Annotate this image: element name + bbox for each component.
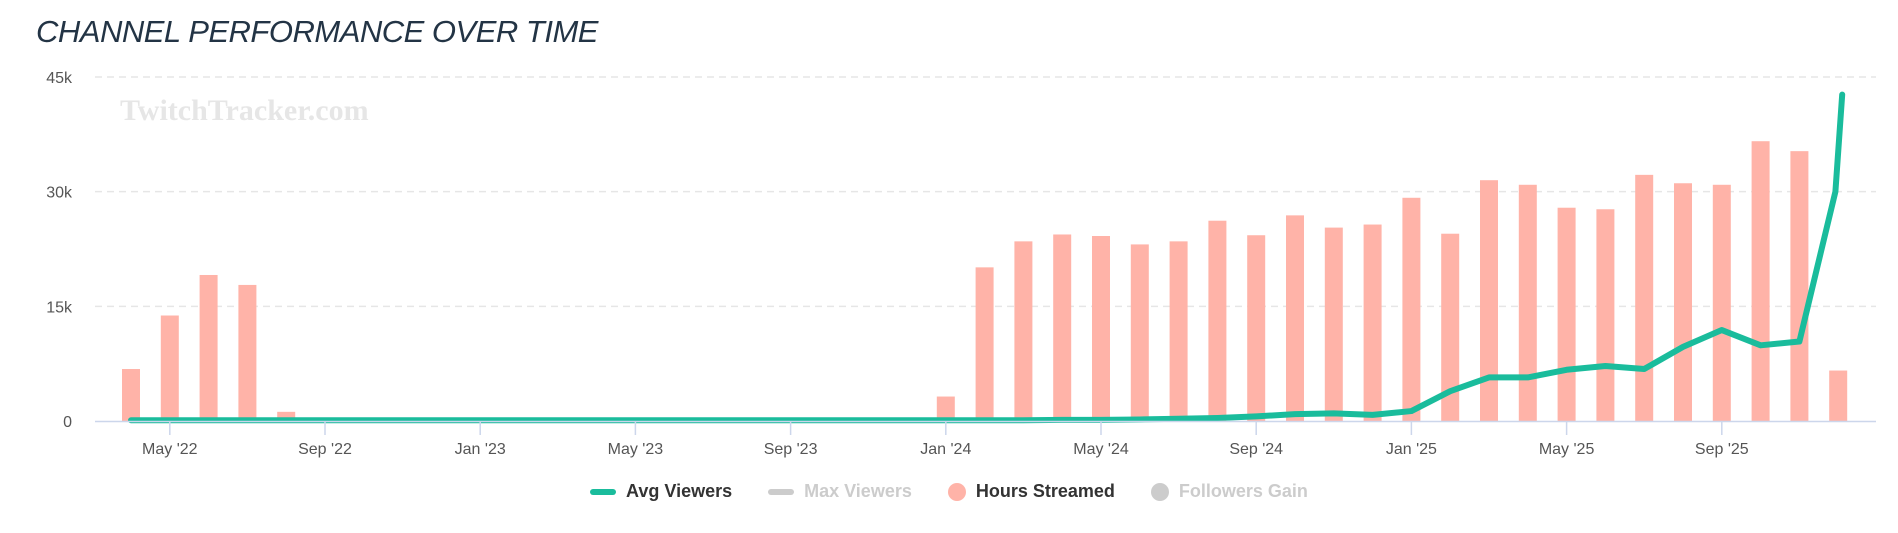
bar-hours-streamed (1247, 235, 1266, 421)
x-tick-label: May '23 (608, 441, 664, 458)
bar-hours-streamed (1130, 244, 1149, 421)
bar-hours-streamed (1790, 151, 1809, 421)
x-tick-label: Jan '23 (455, 441, 506, 458)
legend-circle-icon (947, 482, 966, 501)
line-avg-viewers (128, 91, 1846, 424)
x-tick-label: Sep '24 (1229, 441, 1283, 458)
bar-hours-streamed (1286, 215, 1304, 421)
bar-hours-streamed (1324, 227, 1343, 421)
bar-hours-streamed (1014, 241, 1033, 421)
x-tick-label: May '22 (142, 441, 198, 458)
legend-line-icon (590, 488, 617, 495)
watermark: TwitchTracker.com (120, 94, 369, 127)
bar-hours-streamed (1363, 224, 1382, 421)
bar-hours-streamed (1674, 183, 1692, 421)
bar-hours-streamed (1092, 236, 1110, 421)
x-tick-label: May '24 (1073, 441, 1129, 458)
legend-label: Followers Gain (1178, 481, 1308, 501)
x-tick-label: Sep '25 (1695, 441, 1749, 458)
bar-hours-streamed (975, 267, 994, 421)
legend-item-avg-viewers[interactable]: Avg Viewers (590, 481, 732, 502)
bar-hours-streamed (122, 369, 140, 421)
bar-hours-streamed (1712, 184, 1731, 421)
bar-hours-streamed (1518, 184, 1537, 421)
legend-label: Hours Streamed (975, 481, 1115, 501)
bar-hours-streamed (1402, 197, 1421, 421)
bar-hours-streamed (1441, 233, 1460, 421)
bar-hours-streamed (1751, 141, 1770, 422)
x-tick-label: Sep '23 (764, 441, 818, 458)
bar-hours-streamed (1480, 180, 1498, 421)
x-tick-label: May '25 (1539, 441, 1595, 458)
legend-label: Max Viewers (804, 481, 912, 501)
bar-hours-streamed (277, 411, 296, 421)
legend-line-icon (768, 488, 795, 495)
bar-hours-streamed (936, 396, 955, 421)
x-tick-label: Sep '22 (298, 441, 352, 458)
bar-hours-streamed (1635, 174, 1654, 421)
legend: Avg Viewers Max Viewers Hours Streamed Foll… (0, 481, 1898, 502)
bar-hours-streamed (1053, 234, 1072, 421)
bar-hours-streamed (238, 284, 257, 421)
y-tick-label: 0 (63, 414, 72, 431)
bar-hours-streamed (1829, 370, 1848, 421)
y-tick-label: 30k (46, 185, 73, 202)
x-tick-label: Jan '25 (1386, 441, 1437, 458)
chart-title: CHANNEL PERFORMANCE OVER TIME (36, 14, 598, 49)
legend-item-max-viewers[interactable]: Max Viewers (768, 481, 912, 502)
x-tick-label: Jan '24 (920, 441, 971, 458)
bar-hours-streamed (1208, 220, 1227, 421)
legend-circle-icon (1150, 482, 1169, 501)
bar-hours-streamed (1557, 207, 1576, 421)
bar-hours-streamed (1596, 209, 1615, 421)
legend-item-hours-streamed[interactable]: Hours Streamed (947, 481, 1115, 502)
legend-item-followers-gain[interactable]: Followers Gain (1150, 481, 1308, 502)
bar-hours-streamed (1169, 241, 1188, 421)
y-tick-label: 15k (46, 299, 73, 316)
bar-hours-streamed (160, 315, 179, 421)
y-tick-label: 45k (46, 70, 73, 87)
bar-hours-streamed (199, 274, 218, 421)
legend-label: Avg Viewers (626, 481, 733, 501)
